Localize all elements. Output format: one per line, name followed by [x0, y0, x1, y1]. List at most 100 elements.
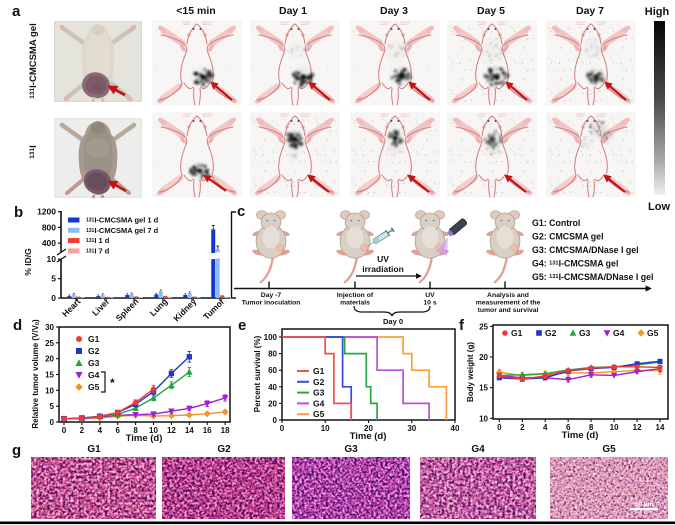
svg-text:10: 10	[45, 386, 54, 395]
svg-text:g: g	[12, 442, 21, 459]
svg-text:10: 10	[321, 424, 330, 433]
svg-text:G1: G1	[313, 366, 325, 376]
svg-text:G5: G5	[647, 328, 659, 338]
svg-text:G3: G3	[313, 388, 325, 398]
svg-text:G1: Control: G1: Control	[532, 218, 580, 228]
svg-text:12: 12	[167, 426, 176, 435]
svg-text:10: 10	[149, 426, 158, 435]
svg-text:d: d	[13, 317, 22, 334]
svg-text:*: *	[110, 376, 115, 390]
svg-text:5: 5	[51, 274, 56, 284]
svg-text:100: 100	[264, 333, 278, 342]
svg-text:15: 15	[479, 384, 488, 393]
svg-text:20: 20	[479, 353, 488, 362]
svg-text:c: c	[237, 203, 245, 220]
svg-text:Relative tumor volume (V/V0): Relative tumor volume (V/V0)	[31, 319, 41, 429]
svg-text:Analysis and: Analysis and	[487, 292, 529, 299]
svg-text:Time (d): Time (d)	[562, 430, 599, 441]
svg-text:Body weight (g): Body weight (g)	[466, 342, 475, 402]
svg-text:G2: G2	[217, 444, 231, 455]
svg-text:25: 25	[45, 339, 54, 348]
svg-text:18: 18	[221, 426, 230, 435]
svg-text:G3: G3	[344, 444, 358, 455]
svg-text:131I-CMCSMA gel 1 d: 131I-CMCSMA gel 1 d	[86, 216, 159, 225]
svg-text:25: 25	[479, 322, 488, 331]
svg-text:10: 10	[479, 414, 488, 423]
svg-text:Low: Low	[648, 201, 670, 213]
svg-text:materials: materials	[340, 299, 370, 306]
svg-text:Day 5: Day 5	[477, 5, 505, 17]
svg-text:15: 15	[45, 371, 54, 380]
svg-text:80: 80	[268, 350, 277, 359]
svg-text:G5: 131I-CMCSMA/DNase I gel: G5: 131I-CMCSMA/DNase I gel	[532, 272, 653, 282]
svg-text:G2: G2	[545, 328, 557, 338]
svg-text:G2: G2	[88, 346, 100, 356]
svg-text:800: 800	[42, 222, 56, 232]
svg-text:irradiation: irradiation	[362, 264, 404, 274]
svg-text:30: 30	[407, 424, 416, 433]
svg-text:0: 0	[497, 423, 502, 432]
svg-text:0: 0	[280, 424, 285, 433]
svg-text:30: 30	[45, 323, 54, 332]
svg-text:14: 14	[185, 426, 194, 435]
svg-text:b: b	[14, 204, 23, 221]
svg-text:G2: G2	[313, 377, 325, 387]
svg-text:50 µm: 50 µm	[635, 501, 654, 508]
svg-text:131I-CMCSMA gel 7 d: 131I-CMCSMA gel 7 d	[86, 226, 159, 235]
svg-text:% ID/G: % ID/G	[23, 248, 33, 276]
svg-text:0: 0	[273, 416, 278, 425]
svg-text:131I 7 d: 131I 7 d	[86, 246, 110, 255]
svg-text:G5: G5	[88, 382, 100, 392]
svg-text:2: 2	[80, 426, 85, 435]
svg-text:G2: CMCSMA gel: G2: CMCSMA gel	[532, 232, 604, 242]
svg-text:G4: G4	[313, 398, 325, 408]
svg-text:60: 60	[268, 366, 277, 375]
svg-text:G5: G5	[602, 444, 616, 455]
svg-text:UV: UV	[425, 292, 435, 299]
svg-text:tumor and survival: tumor and survival	[478, 307, 539, 314]
svg-text:Time (d): Time (d)	[350, 431, 387, 442]
svg-text:Percent survival (%): Percent survival (%)	[253, 335, 262, 412]
svg-text:a: a	[12, 3, 21, 20]
svg-text:2: 2	[520, 423, 525, 432]
svg-text:G1: G1	[511, 328, 523, 338]
svg-text:G1: G1	[87, 444, 101, 455]
svg-text:16: 16	[203, 426, 212, 435]
svg-text:G3: G3	[579, 328, 591, 338]
svg-text:5: 5	[50, 402, 55, 411]
svg-text:Day 7: Day 7	[576, 5, 604, 17]
svg-text:8: 8	[589, 423, 594, 432]
svg-text:G4: G4	[88, 370, 100, 380]
svg-text:0: 0	[51, 293, 56, 303]
svg-text:Time (d): Time (d)	[126, 433, 163, 444]
svg-text:20: 20	[45, 355, 54, 364]
svg-text:4: 4	[98, 426, 103, 435]
svg-text:12: 12	[633, 423, 642, 432]
svg-text:131I 1 d: 131I 1 d	[86, 236, 110, 245]
svg-text:G1: G1	[88, 334, 100, 344]
svg-text:G3: G3	[88, 358, 100, 368]
svg-text:Tumor inoculation: Tumor inoculation	[242, 299, 301, 306]
svg-text:G4: G4	[471, 444, 485, 455]
svg-text:G3: CMCSMA/DNase I gel: G3: CMCSMA/DNase I gel	[532, 245, 639, 255]
svg-text:Day 0: Day 0	[383, 317, 403, 326]
svg-text:0: 0	[50, 418, 55, 427]
svg-text:G4: G4	[613, 328, 625, 338]
svg-text:measurement of the: measurement of the	[476, 299, 541, 306]
svg-text:High: High	[645, 6, 670, 18]
svg-text:40: 40	[451, 424, 460, 433]
svg-text:G4: 131I-CMCSMA gel: G4: 131I-CMCSMA gel	[532, 259, 618, 269]
svg-text:Injection of: Injection of	[337, 292, 374, 299]
svg-text:1200: 1200	[37, 207, 56, 217]
svg-text:400: 400	[42, 238, 56, 248]
svg-text:Day 1: Day 1	[279, 5, 307, 17]
svg-text:4: 4	[543, 423, 548, 432]
svg-text:20: 20	[268, 399, 277, 408]
svg-text:6: 6	[566, 423, 571, 432]
svg-text:10 s: 10 s	[423, 299, 436, 306]
svg-text:40: 40	[268, 383, 277, 392]
svg-text:G5: G5	[313, 409, 325, 419]
svg-text:e: e	[238, 317, 246, 334]
svg-text:10: 10	[610, 423, 619, 432]
svg-text:0: 0	[62, 426, 67, 435]
